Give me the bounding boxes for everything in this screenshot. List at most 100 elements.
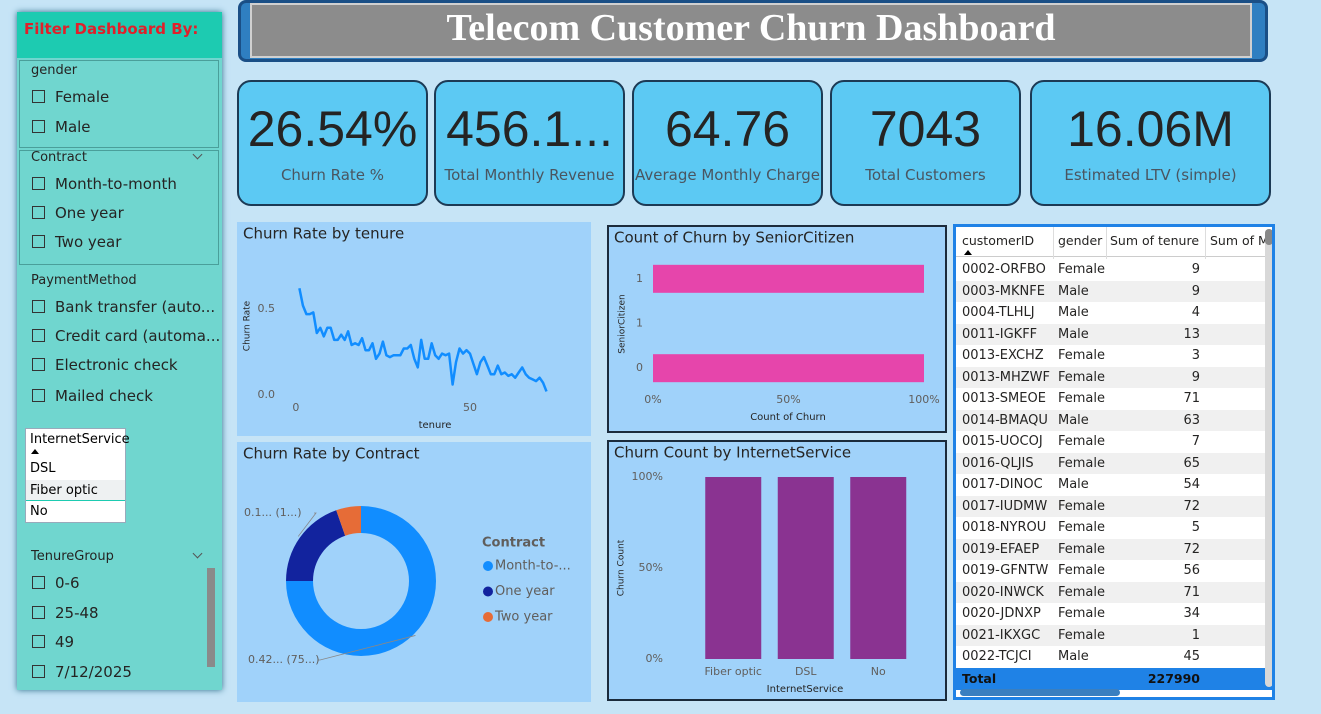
cell: 72	[1183, 498, 1200, 514]
y-axis-title: SeniorCitizen	[618, 294, 628, 353]
cell: Female	[1058, 262, 1106, 277]
slicer-item[interactable]: 0-6	[55, 574, 80, 592]
cell: Female	[1058, 627, 1106, 643]
slicer-item[interactable]: 49	[55, 633, 75, 651]
table-row	[956, 409, 1272, 431]
table-row	[956, 517, 1272, 539]
x-tick-label: DSL	[795, 665, 817, 678]
y-tick-label: 1	[636, 317, 643, 330]
slicer-item[interactable]: DSL	[30, 461, 56, 476]
total-row	[956, 668, 1272, 690]
cell: Female	[1058, 606, 1106, 621]
cell: 0017-IUDMW	[962, 498, 1048, 514]
checkbox[interactable]	[32, 606, 45, 619]
slicer-item[interactable]: Month-to-month	[55, 175, 177, 193]
cell: Female	[1058, 391, 1106, 406]
header-inner	[250, 3, 1252, 58]
y-tick-label: 0.0	[258, 388, 276, 401]
y-tick-label: 50%	[639, 561, 663, 574]
cell: 0017-DINOC	[962, 477, 1043, 492]
cell: Female	[1058, 498, 1106, 514]
column-header[interactable]: Sum of M	[1210, 233, 1269, 248]
table-row	[956, 474, 1272, 496]
checkbox[interactable]	[32, 177, 45, 190]
slicer-title: InternetService	[30, 432, 130, 447]
slicer-item[interactable]: Credit card (automa...	[55, 327, 221, 345]
slicer-item[interactable]: Electronic check	[55, 356, 178, 374]
legend-label: Month-to-...	[495, 559, 571, 574]
slicer-item[interactable]: Two year	[55, 233, 122, 251]
cell: 0021-IKXGC	[962, 627, 1041, 643]
cell: 0018-NYROU	[962, 520, 1047, 535]
legend-title: Contract	[482, 536, 545, 551]
h-scrollbar[interactable]	[960, 689, 1120, 696]
cell: 71	[1183, 584, 1200, 600]
cell: 0013-EXCHZ	[962, 348, 1044, 363]
cell: 65	[1183, 455, 1200, 471]
cell: 0014-BMAQU	[962, 412, 1048, 428]
checkbox[interactable]	[32, 389, 45, 402]
checkbox[interactable]	[32, 206, 45, 219]
checkbox[interactable]	[32, 120, 45, 133]
cell: 0019-EFAEP	[962, 541, 1040, 557]
cell: 34	[1183, 606, 1200, 621]
slicer-frame	[19, 150, 219, 265]
column-header[interactable]: gender	[1058, 233, 1103, 248]
v-scrollbar[interactable]	[1265, 229, 1272, 687]
cell: 9	[1191, 283, 1200, 299]
slicer-item[interactable]: 7/12/2025	[55, 663, 132, 681]
sort-arrow	[31, 449, 39, 454]
cell: Male	[1058, 326, 1089, 342]
column-header[interactable]: Sum of tenure	[1110, 233, 1200, 248]
chart-title: Churn Rate by tenure	[243, 225, 404, 243]
kpi-value: 7043	[869, 101, 982, 157]
checkbox[interactable]	[32, 665, 45, 678]
cell: 0013-MHZWF	[962, 369, 1051, 385]
scrollbar	[207, 568, 215, 667]
leader-line	[297, 512, 317, 537]
x-tick-label: 50%	[776, 393, 800, 406]
slicer-item[interactable]: 25-48	[55, 604, 99, 622]
cell: 0004-TLHLJ	[962, 305, 1035, 320]
x-axis-title: InternetService	[767, 684, 844, 695]
checkbox[interactable]	[32, 329, 45, 342]
cell: 0013-SMEOE	[962, 391, 1046, 406]
column-header[interactable]: customerID	[962, 233, 1035, 248]
chart-title: Churn Rate by Contract	[243, 445, 420, 463]
slicer-item[interactable]: One year	[55, 204, 124, 222]
cell: 7	[1191, 434, 1200, 449]
y-axis-title: Churn Rate	[243, 300, 253, 351]
checkbox[interactable]	[32, 300, 45, 313]
cell: 0003-MKNFE	[962, 283, 1045, 299]
slicer-item[interactable]: Female	[55, 88, 110, 106]
x-axis-title: tenure	[419, 420, 452, 431]
bar	[653, 354, 924, 383]
checkbox[interactable]	[32, 235, 45, 248]
cell: 63	[1183, 412, 1200, 428]
cell: 3	[1191, 348, 1200, 363]
data-label: 0.42... (75...)	[248, 653, 320, 666]
table-row	[956, 388, 1272, 410]
cell: Male	[1058, 649, 1089, 664]
slicer-item[interactable]: No	[30, 504, 48, 519]
slicer-title: TenureGroup	[31, 549, 114, 564]
kpi-value: 64.76	[664, 101, 791, 157]
y-tick-label: 0	[636, 361, 643, 374]
chart-title: Churn Count by InternetService	[614, 444, 851, 462]
slicer-item[interactable]: Male	[55, 118, 91, 136]
cell: Female	[1058, 541, 1106, 557]
table-row	[956, 431, 1272, 453]
y-axis-title: Churn Count	[617, 539, 627, 596]
v-thumb[interactable]	[1265, 229, 1272, 245]
checkbox[interactable]	[32, 358, 45, 371]
sort-arrow	[964, 250, 972, 255]
cell: Male	[1058, 477, 1089, 492]
slicer-item[interactable]: Mailed check	[55, 387, 153, 405]
slicer-item[interactable]: Fiber optic	[30, 483, 98, 498]
slicer-item[interactable]: Bank transfer (auto...	[55, 298, 216, 316]
filter-title-bar	[17, 12, 222, 58]
checkbox[interactable]	[32, 576, 45, 589]
checkbox[interactable]	[32, 635, 45, 648]
checkbox[interactable]	[32, 90, 45, 103]
